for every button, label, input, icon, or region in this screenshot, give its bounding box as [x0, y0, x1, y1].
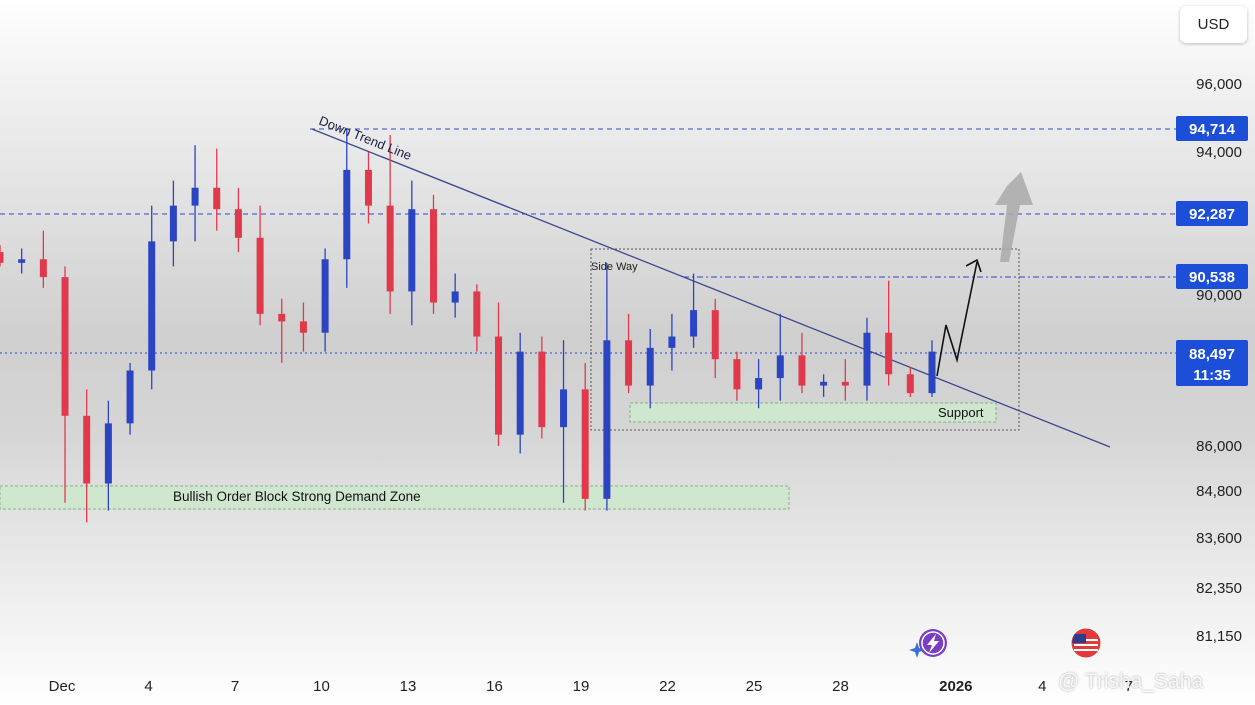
candle-body	[83, 415, 91, 484]
candle-body	[928, 351, 936, 394]
candle-body	[299, 321, 307, 333]
price-tag-90538: 90,538	[1176, 264, 1248, 289]
y-tick-label: 83,600	[1196, 530, 1242, 547]
x-tick-label: 4	[1038, 678, 1046, 695]
price-tag-92287: 92,287	[1176, 201, 1248, 226]
candle-body	[820, 381, 828, 386]
candle-body	[321, 259, 329, 333]
candle-body	[560, 389, 568, 428]
candle-body	[234, 209, 242, 238]
countdown-text: 11:35	[1193, 367, 1231, 384]
current-price-tag: 88,497 11:35	[1176, 340, 1248, 386]
candles-group	[0, 128, 936, 523]
projection-arrow	[936, 261, 978, 377]
down-trend-line-label: Down Trend Line	[317, 113, 414, 163]
candle-body	[841, 381, 849, 386]
candle-body	[581, 389, 589, 499]
x-tick-label: 22	[659, 678, 676, 695]
x-axis: Dec 4 7 10 13 16 19 22 25 28 2026 4 7	[49, 678, 1133, 695]
candle-body	[408, 209, 416, 292]
candle-body	[213, 187, 221, 210]
candle-body	[495, 336, 503, 435]
x-tick-label: 25	[746, 678, 763, 695]
y-tick-label: 81,150	[1196, 628, 1242, 645]
candle-body	[169, 205, 177, 242]
candle-body	[906, 374, 914, 394]
x-tick-label: 7	[1125, 678, 1133, 695]
lightning-event-icon[interactable]	[909, 629, 947, 658]
y-tick-label: 94,000	[1196, 144, 1242, 161]
demand-zone-label: Bullish Order Block Strong Demand Zone	[173, 489, 421, 504]
side-way-box	[590, 248, 1020, 431]
candle-body	[690, 310, 698, 337]
candle-body	[0, 252, 4, 263]
down-trend-line	[311, 128, 1111, 448]
current-price-text: 88,497	[1189, 346, 1235, 363]
candle-body	[18, 259, 26, 263]
y-tick-label: 82,350	[1196, 580, 1242, 597]
candle-body	[711, 310, 719, 360]
candle-body	[126, 370, 134, 424]
candle-body	[646, 347, 654, 386]
x-tick-label: 19	[573, 678, 590, 695]
candle-body	[104, 423, 112, 484]
candle-body	[256, 237, 264, 314]
price-tag-94714-text: 94,714	[1189, 121, 1236, 138]
candle-body	[733, 359, 741, 390]
candle-body	[451, 291, 459, 303]
y-axis: 96,000 94,000 90,000 86,000 84,800 83,600 82,3…	[1196, 76, 1242, 645]
candle-body	[278, 313, 286, 322]
candle-body	[39, 259, 47, 278]
candle-body	[776, 355, 784, 379]
x-tick-label: 28	[832, 678, 849, 695]
demand-zone	[0, 485, 790, 510]
candle-body	[885, 332, 893, 375]
price-tag-94714: 94,714	[1176, 116, 1248, 141]
price-tag-92287-text: 92,287	[1189, 206, 1235, 223]
y-tick-label: 84,800	[1196, 483, 1242, 500]
candle-body	[343, 169, 351, 260]
candle-body	[429, 209, 437, 303]
candle-body	[668, 336, 676, 348]
side-way-label: Side Way	[591, 261, 638, 273]
projection-arrow-head	[965, 258, 982, 273]
currency-button[interactable]: USD	[1180, 6, 1247, 43]
us-flag-event-icon[interactable]	[1070, 627, 1102, 659]
candle-body	[863, 332, 871, 386]
support-label: Support	[938, 405, 984, 420]
x-tick-label: 4	[144, 678, 152, 695]
candle-body	[386, 205, 394, 292]
watermark-text: @ Trisha_Saha	[1058, 670, 1204, 693]
candle-body	[516, 351, 524, 435]
candle-body	[364, 169, 372, 206]
support-zone	[629, 402, 997, 423]
x-tick-label: 2026	[939, 678, 972, 695]
candle-body	[61, 277, 69, 416]
candle-body	[798, 355, 806, 386]
candle-body	[473, 291, 481, 337]
candle-body	[148, 241, 156, 371]
y-tick-label: 86,000	[1196, 438, 1242, 455]
candle-body	[191, 187, 199, 206]
y-tick-label: 96,000	[1196, 76, 1242, 93]
gray-target-arrow	[995, 172, 1033, 262]
y-tick-label: 90,000	[1196, 287, 1242, 304]
price-tag-90538-text: 90,538	[1189, 269, 1235, 286]
candle-body	[625, 340, 633, 386]
candle-body	[538, 351, 546, 428]
x-tick-label: 16	[486, 678, 503, 695]
x-tick-label: Dec	[49, 678, 76, 695]
x-tick-label: 13	[400, 678, 417, 695]
x-tick-label: 10	[313, 678, 330, 695]
candle-body	[755, 378, 763, 390]
candle-body	[603, 340, 611, 499]
x-tick-label: 7	[231, 678, 239, 695]
